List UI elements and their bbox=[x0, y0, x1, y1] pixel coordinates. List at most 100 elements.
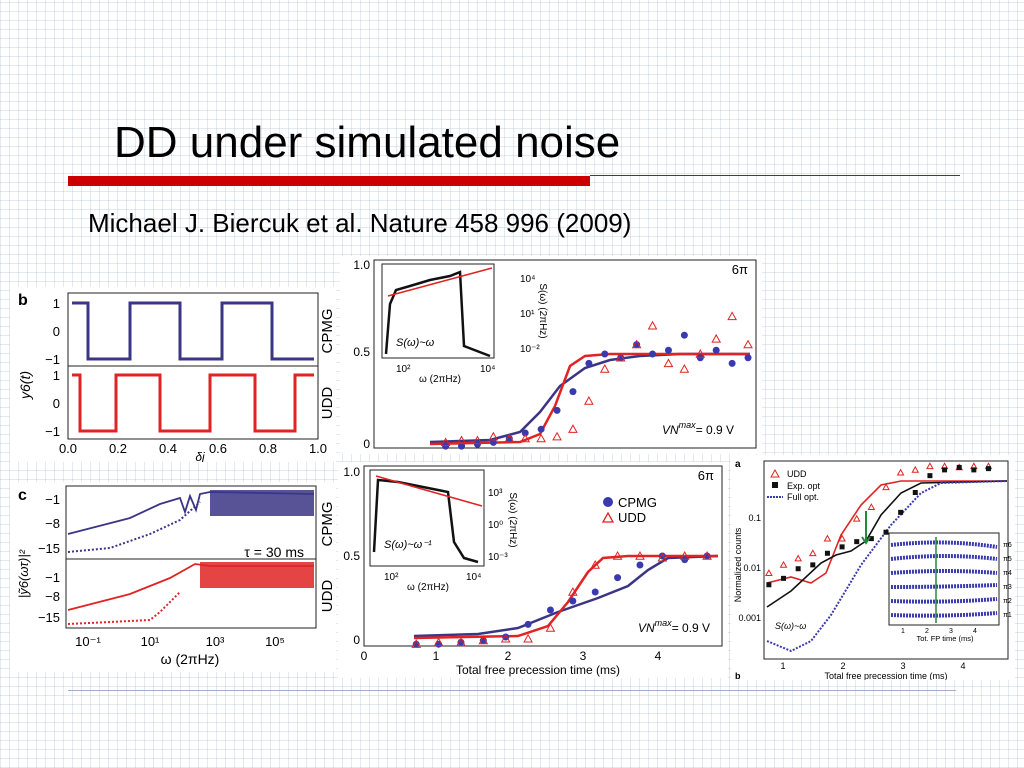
right-ylabel: Normalized counts bbox=[733, 527, 743, 602]
series-1-point bbox=[536, 433, 546, 443]
series-1-point bbox=[599, 364, 610, 373]
udd-point bbox=[911, 465, 920, 473]
udd-point bbox=[523, 633, 533, 643]
legend-udd-label: UDD bbox=[618, 510, 646, 525]
c-ytick: −1 bbox=[45, 570, 60, 585]
top-ytick: 0.5 bbox=[353, 345, 370, 359]
exp-opt-point bbox=[781, 575, 787, 581]
top-inset-ytick: 10⁻² bbox=[520, 344, 540, 355]
cpmg-point bbox=[591, 588, 599, 596]
cpmg-switching-function bbox=[72, 301, 314, 361]
series-0-point bbox=[664, 346, 672, 354]
right-udd-curve bbox=[766, 480, 1007, 584]
mid-xtick: 0 bbox=[361, 649, 368, 663]
udd-point bbox=[612, 550, 623, 560]
figure-panel-top: 1.0 0.5 0 6π S(ω)~ω 10⁴ 10¹ 10⁻² S(ω) (2… bbox=[340, 256, 762, 454]
exp-opt-point bbox=[766, 582, 772, 588]
mid-ytick: 0 bbox=[353, 633, 360, 647]
exp-opt-point bbox=[898, 509, 904, 515]
b-ytick-top-0: 0 bbox=[53, 324, 60, 339]
right-legend-udd-marker bbox=[770, 468, 780, 478]
right-inset-xtick: 2 bbox=[925, 628, 929, 635]
mid-inset-xtick: 10⁴ bbox=[466, 572, 481, 583]
series-1-point bbox=[584, 395, 594, 405]
series-1-point bbox=[727, 311, 737, 321]
mid-xtick: 4 bbox=[655, 649, 662, 663]
exp-opt-point bbox=[854, 539, 860, 545]
panel-c-frame bbox=[65, 485, 317, 629]
right-ytick: 0.01 bbox=[743, 563, 761, 573]
udd-point bbox=[635, 550, 645, 560]
cpmg-filter-line bbox=[67, 491, 315, 535]
series-0-point bbox=[696, 354, 704, 362]
exp-opt-point bbox=[824, 550, 830, 556]
udd-point bbox=[882, 483, 890, 491]
top-inset-xtick: 10⁴ bbox=[480, 364, 495, 375]
exp-opt-point bbox=[810, 562, 816, 568]
slide-title: DD under simulated noise bbox=[114, 118, 621, 167]
series-1-point bbox=[440, 437, 451, 447]
mid-inset-xlabel: ω (2πHz) bbox=[407, 582, 449, 593]
exp-opt-point bbox=[795, 566, 801, 572]
udd-filter-noise bbox=[200, 562, 314, 588]
right-inset-frame bbox=[888, 532, 1000, 626]
c-xtick: 10⁻¹ bbox=[75, 634, 101, 649]
top-vn-sup: max bbox=[679, 420, 697, 430]
top-vn: VN bbox=[662, 423, 679, 437]
series-1-point bbox=[568, 424, 578, 433]
right-ytick: 0.1 bbox=[748, 513, 761, 523]
udd-point bbox=[808, 549, 817, 557]
top-inset-xlabel: ω (2πHz) bbox=[419, 374, 461, 385]
udd-point bbox=[590, 559, 601, 569]
cpmg-point bbox=[614, 574, 622, 582]
exp-opt-point bbox=[868, 536, 874, 542]
right-inset-pulse: π5 bbox=[1003, 556, 1012, 563]
cpmg-point bbox=[524, 620, 532, 628]
series-1-point bbox=[456, 435, 467, 445]
cpmg-point bbox=[435, 640, 443, 648]
mid-ytick: 1.0 bbox=[343, 465, 360, 479]
top-inset-ylabel: S(ω) (2πHz) bbox=[537, 283, 548, 338]
udd-point bbox=[794, 554, 803, 562]
b-xtick: 0.2 bbox=[109, 441, 127, 456]
right-inset-pulse: π2 bbox=[1003, 598, 1012, 605]
title-underline bbox=[68, 176, 590, 186]
right-legend-full: Full opt. bbox=[787, 492, 819, 502]
panel-c-tau: τ = 30 ms bbox=[244, 544, 304, 560]
udd-point bbox=[433, 637, 444, 647]
mid-vn: VN bbox=[638, 621, 655, 635]
top-vn-label: VNmax= 0.9 V bbox=[662, 420, 734, 437]
mid-xtick: 1 bbox=[433, 649, 440, 663]
mid-xlabel: Total free precession time (ms) bbox=[456, 663, 620, 677]
right-inset-xtick: 4 bbox=[973, 628, 977, 635]
right-data-points bbox=[765, 462, 993, 588]
right-inset-pulse: π1 bbox=[1003, 612, 1012, 619]
right-inset-xlabel: Tot. FP time (ms) bbox=[917, 634, 974, 643]
exp-opt-point bbox=[942, 467, 948, 473]
b-ytick-bot-1: 1 bbox=[53, 368, 60, 383]
figure-panel-middle: 1.0 0.5 0 6π S(ω)~ω⁻¹ 10³ 10⁰ 10⁻³ S(ω) … bbox=[338, 462, 728, 678]
mid-ytick: 0.5 bbox=[343, 549, 360, 563]
right-exp-curve bbox=[766, 480, 1008, 608]
panel-b-row-udd: UDD bbox=[319, 387, 336, 420]
bottom-rule bbox=[68, 690, 956, 691]
udd-point bbox=[852, 514, 861, 522]
top-frame bbox=[373, 259, 757, 449]
exp-opt-point bbox=[883, 529, 889, 535]
right-green-arrowhead bbox=[861, 536, 871, 545]
udd-point bbox=[456, 637, 466, 647]
panel-c-row-cpmg: CPMG bbox=[319, 502, 336, 547]
udd-point bbox=[545, 622, 556, 632]
udd-point bbox=[679, 550, 690, 560]
right-legend-exp-marker bbox=[772, 482, 778, 488]
b-xtick: 0.8 bbox=[259, 441, 277, 456]
right-inset-pulse: π6 bbox=[1003, 542, 1012, 549]
cpmg-point bbox=[636, 561, 644, 569]
panel-b-label: b bbox=[18, 292, 28, 309]
c-xtick: 10³ bbox=[206, 634, 225, 649]
right-xtick: 1 bbox=[780, 661, 785, 671]
udd-point bbox=[500, 633, 511, 643]
udd-point bbox=[567, 586, 578, 596]
udd-point bbox=[779, 560, 788, 568]
top-corner-label: 6π bbox=[732, 262, 748, 277]
